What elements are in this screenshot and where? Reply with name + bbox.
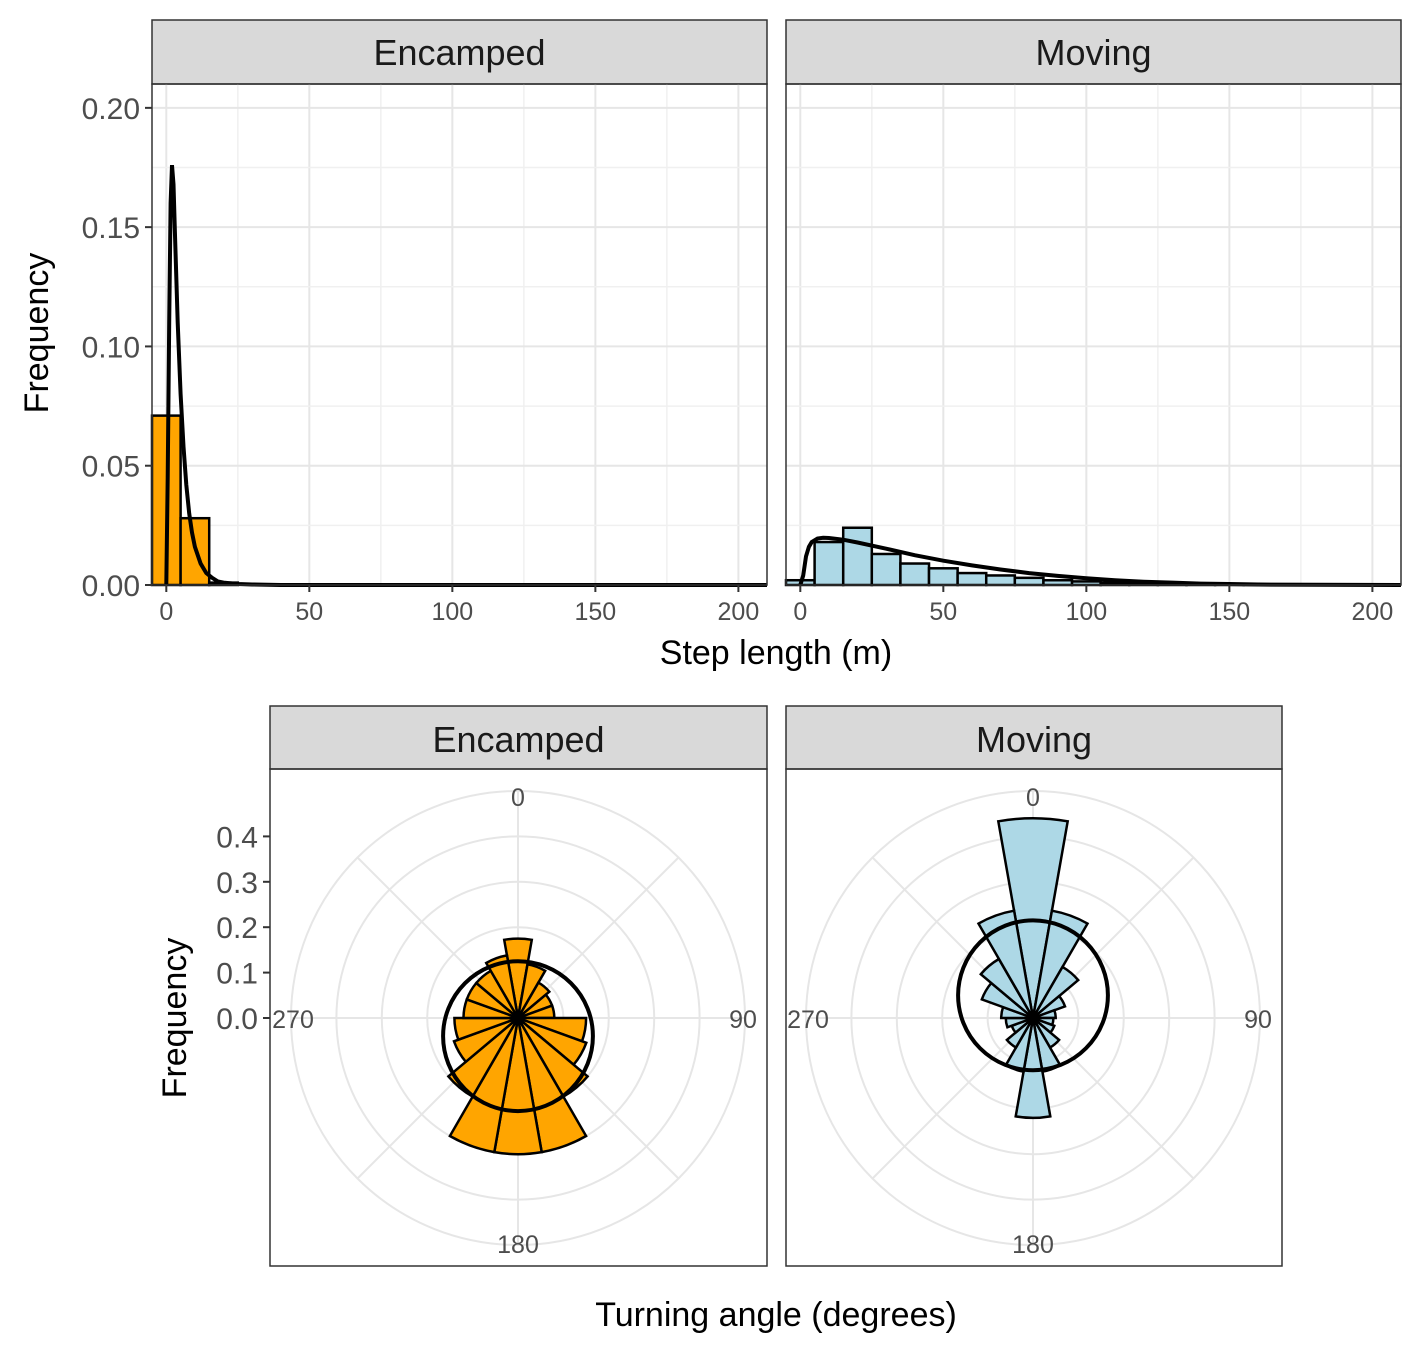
r-tick-label: 0.1	[216, 958, 258, 991]
strip-encamped-bottom	[269, 705, 768, 770]
x-tick-label: 200	[1352, 598, 1394, 626]
radial-axis: 0.0 0.1 0.2 0.3 0.4	[216, 821, 270, 1036]
angle-label: 270	[787, 1006, 829, 1034]
panel-encamped-turning-angle: Encamped 0 90 180 270 0.0 0.1 0.2 0.3 0.4	[216, 705, 768, 1267]
rose-wedge	[996, 817, 1070, 1019]
histogram-bar	[956, 571, 988, 587]
angle-label: 180	[497, 1231, 539, 1259]
rose-wedge	[1031, 909, 1090, 1019]
fitted-circle-ring	[441, 959, 595, 1114]
x-tick-label: 0	[793, 598, 807, 626]
angle-label: 180	[1012, 1231, 1054, 1259]
strip-title-moving: Moving	[1035, 32, 1151, 73]
y-tick-label: 0.20	[82, 93, 140, 126]
panel-moving-turning-angle: Moving 0 90 180 270	[785, 705, 1283, 1267]
angle-label: 0	[511, 784, 525, 812]
x-axis-title-bottom: Turning angle (degrees)	[595, 1296, 957, 1334]
grid	[786, 84, 1401, 586]
angle-label: 90	[1244, 1006, 1272, 1034]
histogram-bar	[813, 540, 845, 587]
rose-wedge	[484, 953, 520, 1019]
rose-wedge	[502, 937, 534, 1019]
x-axis: 0 50 100 150 200	[793, 585, 1393, 626]
density-curve-line	[798, 535, 1402, 587]
fitted-circle	[441, 959, 595, 1114]
angle-labels: 0 90 180 270	[272, 784, 757, 1259]
y-axis-title-top: Frequency	[18, 253, 56, 414]
rose-wedge	[976, 909, 1035, 1019]
x-axis-title-top: Step length (m)	[660, 634, 892, 672]
y-axis: 0.00 0.05 0.10 0.15 0.20	[82, 93, 152, 603]
histogram-bar	[841, 526, 874, 587]
rose-wedge	[1014, 1017, 1052, 1120]
histogram-bar	[1013, 576, 1045, 587]
rose-wedge	[1032, 1008, 1057, 1020]
strip-title-encamped: Encamped	[373, 32, 545, 73]
x-tick-label: 100	[431, 598, 473, 626]
histogram-bar	[899, 562, 931, 587]
rose-wedge	[1031, 965, 1080, 1019]
strip-title-encamped: Encamped	[432, 719, 604, 760]
y-tick-label: 0.10	[82, 331, 140, 364]
x-tick-label: 200	[718, 598, 760, 626]
angle-label: 90	[729, 1006, 757, 1034]
rose-wedge	[452, 1016, 519, 1064]
y-tick-label: 0.05	[82, 451, 140, 484]
x-tick-label: 50	[929, 598, 957, 626]
rose-wedge	[453, 1016, 519, 1042]
polar-grid-spoke	[1032, 1017, 1195, 1180]
histogram-bar	[870, 552, 902, 587]
panel-border	[785, 768, 1283, 1267]
y-axis-title-bottom: Frequency	[156, 938, 194, 1099]
panel-border	[785, 83, 1402, 586]
rose-wedge	[1032, 994, 1067, 1020]
density-curve	[798, 535, 1402, 587]
rose-bars	[446, 937, 590, 1156]
strip-moving-top	[785, 19, 1402, 85]
x-tick-label: 100	[1065, 598, 1107, 626]
panel-border	[151, 83, 768, 586]
panel-moving-step-length: Moving 0 50 100 150 200	[784, 19, 1402, 626]
x-axis: 0 50 100 150 200	[159, 585, 759, 626]
polar-grid-spoke	[871, 1017, 1034, 1180]
strip-encamped-top	[151, 19, 768, 85]
y-tick-label: 0.00	[82, 570, 140, 603]
x-tick-label: 0	[159, 598, 173, 626]
panel-encamped-step-length: Encamped 0.00 0.05 0.10 0.15 0.20 0 50 100 150 2…	[82, 19, 768, 626]
rose-bars	[976, 817, 1090, 1120]
histogram-bar	[984, 574, 1017, 587]
r-tick-label: 0.4	[216, 821, 258, 854]
fitted-circle	[956, 918, 1110, 1073]
y-tick-label: 0.15	[82, 212, 140, 245]
rose-wedge	[516, 980, 552, 1019]
strip-moving-bottom	[785, 705, 1283, 770]
r-tick-label: 0.2	[216, 912, 258, 945]
x-tick-label: 150	[575, 598, 617, 626]
histogram-bar	[927, 567, 959, 587]
x-tick-label: 150	[1209, 598, 1251, 626]
angle-label: 270	[272, 1006, 314, 1034]
r-tick-label: 0.3	[216, 867, 258, 900]
rose-wedge	[1005, 1017, 1035, 1050]
r-tick-label: 0.0	[216, 1003, 258, 1036]
angle-label: 0	[1026, 784, 1040, 812]
rose-wedge	[448, 1017, 520, 1154]
x-tick-label: 50	[295, 598, 323, 626]
grid	[152, 84, 767, 586]
fitted-circle-ring	[956, 918, 1110, 1073]
strip-title-moving: Moving	[976, 719, 1092, 760]
angle-labels: 0 90 180 270	[787, 784, 1272, 1259]
